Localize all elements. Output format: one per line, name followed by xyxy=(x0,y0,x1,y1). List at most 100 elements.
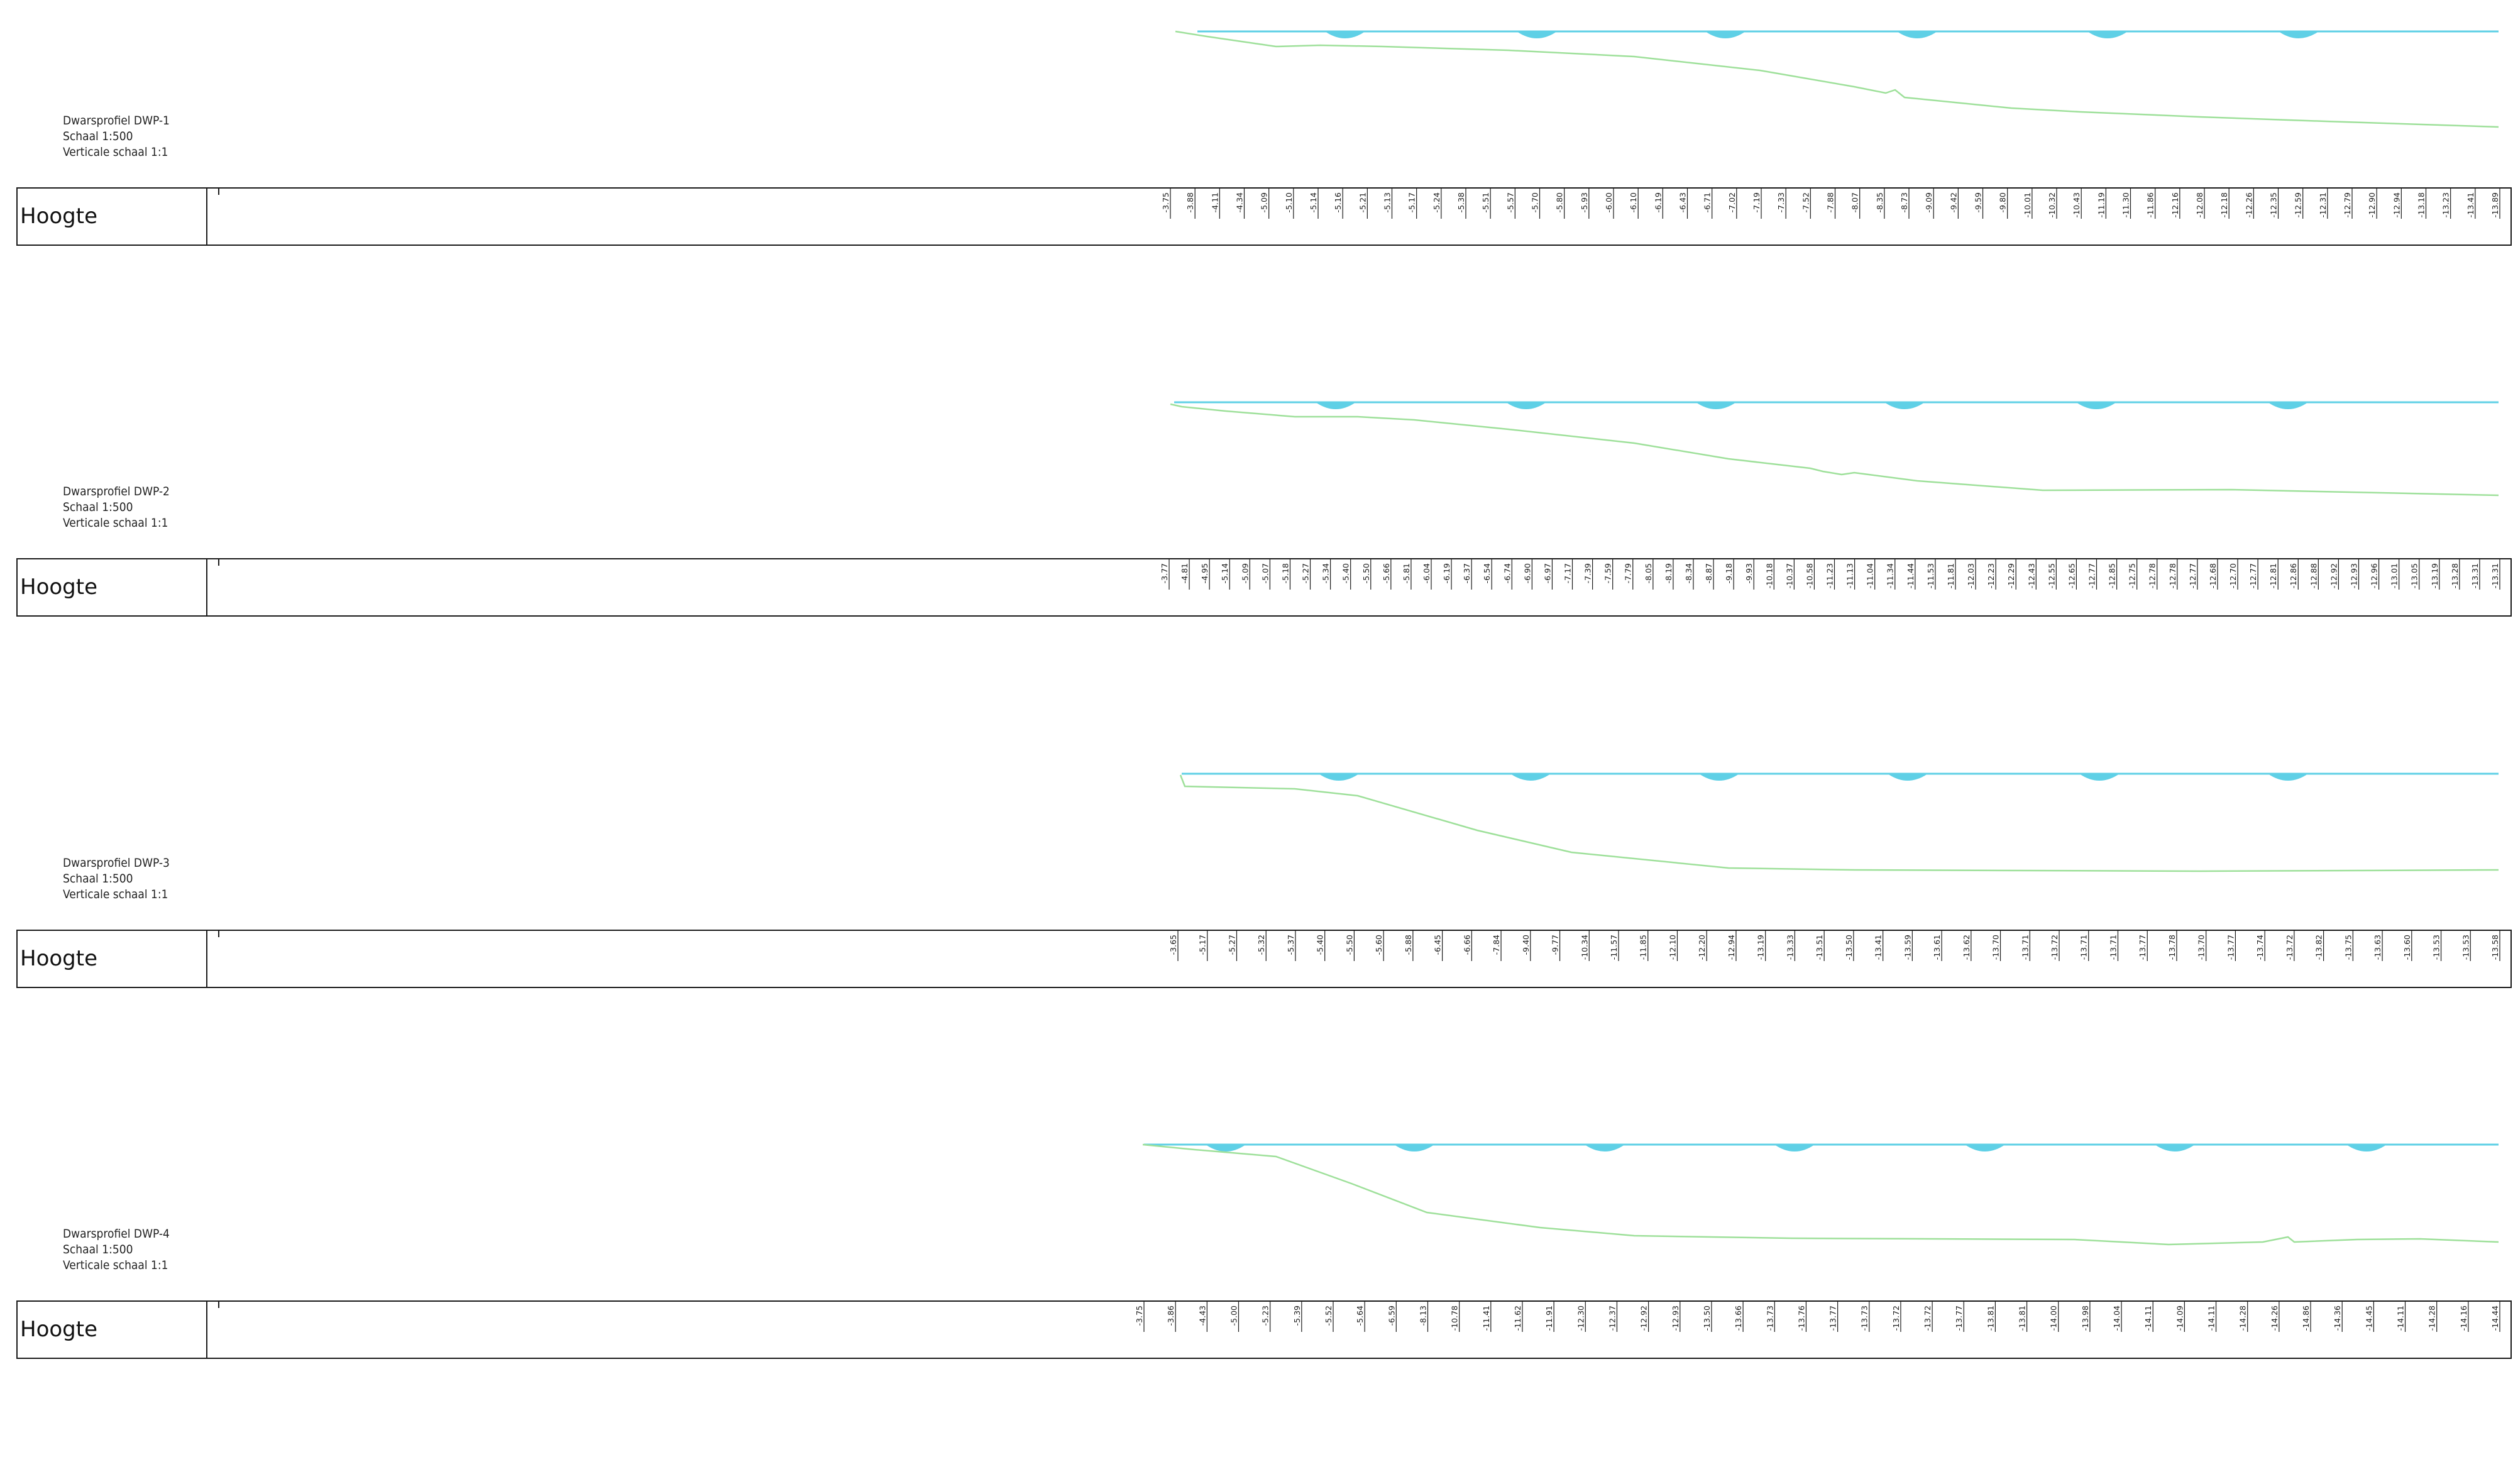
profile-scale: Schaal 1:500 xyxy=(63,872,133,886)
height-value-label: -13.31 xyxy=(2490,563,2500,588)
height-value-label: -8.05 xyxy=(1644,563,1653,583)
height-value-label: -3.86 xyxy=(1166,1305,1175,1326)
height-value-label: -12.29 xyxy=(2006,563,2016,588)
height-value-label: -13.81 xyxy=(1986,1305,1995,1331)
height-value-label: -13.77 xyxy=(1828,1305,1838,1331)
height-value-label: -11.13 xyxy=(1845,563,1855,588)
ground-profile-line xyxy=(1175,30,2499,128)
height-value-label: -13.19 xyxy=(2430,563,2439,588)
height-value-label: -5.40 xyxy=(1341,563,1351,583)
height-value-label: -5.93 xyxy=(1580,192,1589,212)
height-value-label: -14.16 xyxy=(2459,1305,2468,1331)
height-value-label: -6.37 xyxy=(1462,563,1471,583)
height-value-label: -12.03 xyxy=(1966,563,1976,588)
height-ticks: -3.75 -3.86 -4.43 -5.00 -5.23 -5.39 -5.52 -5.64… xyxy=(218,1302,2500,1332)
height-value-label: -3.75 xyxy=(1161,192,1170,212)
profile-caption: Dwarsprofiel DWP-1 Schaal 1:500 Verticale … xyxy=(63,113,170,160)
height-value-label: -12.59 xyxy=(2294,192,2303,217)
water-marker xyxy=(2268,402,2308,409)
water-marker xyxy=(1888,774,1928,781)
height-value-label: -13.73 xyxy=(1765,1305,1774,1331)
height-value-label: -13.33 xyxy=(1785,935,1795,960)
water-marker xyxy=(1206,1145,1246,1151)
height-value-label: -5.09 xyxy=(1260,192,1269,212)
cross-section-panel: Dwarsprofiel DWP-2 Schaal 1:500 Verticale … xyxy=(0,371,2513,742)
height-value-label: -5.66 xyxy=(1382,563,1391,583)
height-value-label: -12.20 xyxy=(1697,935,1707,960)
height-value-label: -12.23 xyxy=(1986,563,1996,588)
height-value-label: -5.14 xyxy=(1309,192,1318,212)
height-value-label: -13.89 xyxy=(2490,192,2500,217)
water-marker xyxy=(1699,774,1739,781)
height-value-label: -5.50 xyxy=(1344,935,1354,955)
height-value-label: -11.91 xyxy=(1544,1305,1554,1331)
height-value-label: -5.34 xyxy=(1321,563,1331,583)
profile-vertical-scale: Verticale schaal 1:1 xyxy=(63,145,168,159)
water-marker xyxy=(1316,402,1356,409)
height-value-label: -12.70 xyxy=(2228,563,2238,588)
height-value-label: -12.92 xyxy=(1639,1305,1649,1331)
height-value-label: -8.87 xyxy=(1704,563,1713,583)
water-marker xyxy=(1585,1145,1625,1151)
height-value-label: -13.41 xyxy=(1874,935,1883,960)
height-value-label: -6.19 xyxy=(1653,192,1663,212)
water-marker xyxy=(1696,402,1736,409)
ground-profile-line xyxy=(1170,403,2499,497)
height-value-label: -10.58 xyxy=(1805,563,1814,588)
height-value-label: -6.54 xyxy=(1482,563,1492,583)
height-value-label: -12.93 xyxy=(2349,563,2358,588)
height-value-label: -5.60 xyxy=(1374,935,1383,955)
height-value-label: -11.62 xyxy=(1513,1305,1522,1331)
height-value-label: -12.78 xyxy=(2148,563,2157,588)
water-marker xyxy=(2268,774,2308,781)
height-value-label: -12.37 xyxy=(1607,1305,1617,1331)
water-marker xyxy=(2279,31,2319,38)
height-value-label: -12.85 xyxy=(2108,563,2117,588)
height-value-label: -7.33 xyxy=(1776,192,1786,212)
height-value-label: -6.10 xyxy=(1629,192,1638,212)
profile-drawing xyxy=(1179,772,2499,872)
height-value-label: -9.77 xyxy=(1551,935,1560,955)
height-value-label: -12.86 xyxy=(2289,563,2298,588)
height-value-label: -5.51 xyxy=(1481,192,1490,212)
water-marker xyxy=(2079,774,2120,781)
height-value-label: -6.00 xyxy=(1604,192,1614,212)
height-value-label: -3.77 xyxy=(1160,563,1169,583)
height-value-label: -10.34 xyxy=(1580,935,1589,960)
height-value-label: -12.90 xyxy=(2367,192,2377,217)
height-value-label: -13.53 xyxy=(2461,935,2470,960)
height-value-label: -14.44 xyxy=(2490,1305,2500,1331)
height-value-label: -5.23 xyxy=(1261,1305,1270,1326)
ground-profile-line xyxy=(1179,774,2499,872)
height-ticks: -3.77 -4.81 -4.95 -5.14 -5.09 -5.07 -5.18 -5.27… xyxy=(218,559,2500,590)
height-value-label: -5.64 xyxy=(1355,1305,1365,1326)
height-value-label: -13.19 xyxy=(1756,935,1766,960)
height-value-label: -5.21 xyxy=(1358,192,1367,212)
height-value-label: -9.18 xyxy=(1724,563,1734,583)
height-value-label: -13.23 xyxy=(2441,192,2451,217)
profile-name: Dwarsprofiel DWP-1 xyxy=(63,114,170,128)
height-value-label: -12.94 xyxy=(2392,192,2401,217)
height-value-label: -12.55 xyxy=(2047,563,2056,588)
profile-name: Dwarsprofiel DWP-3 xyxy=(63,856,170,870)
height-value-label: -13.71 xyxy=(2108,935,2118,960)
height-value-label: -12.96 xyxy=(2370,563,2379,588)
height-value-label: -12.16 xyxy=(2170,192,2180,217)
height-value-label: -6.97 xyxy=(1542,563,1552,583)
height-row: Hoogte -3.77 -4.81 -4.95 -5.14 -5.09 -5.07 -5.1… xyxy=(16,558,2512,617)
height-value-label: -6.04 xyxy=(1422,563,1431,583)
height-value-label: -5.57 xyxy=(1505,192,1515,212)
height-value-label: -9.80 xyxy=(1998,192,2008,212)
profile-name: Dwarsprofiel DWP-4 xyxy=(63,1227,170,1241)
height-value-label: -12.78 xyxy=(2168,563,2177,588)
height-value-label: -13.77 xyxy=(1954,1305,1964,1331)
water-marker xyxy=(1884,402,1925,409)
height-value-label: -12.79 xyxy=(2343,192,2352,217)
profile-vertical-scale: Verticale schaal 1:1 xyxy=(63,1258,168,1272)
height-value-label: -13.50 xyxy=(1844,935,1854,960)
height-value-label: -12.68 xyxy=(2208,563,2218,588)
height-value-label: -13.77 xyxy=(2226,935,2235,960)
height-value-label: -5.27 xyxy=(1227,935,1236,955)
height-row-label: Hoogte xyxy=(18,931,207,987)
water-marker xyxy=(2076,402,2116,409)
